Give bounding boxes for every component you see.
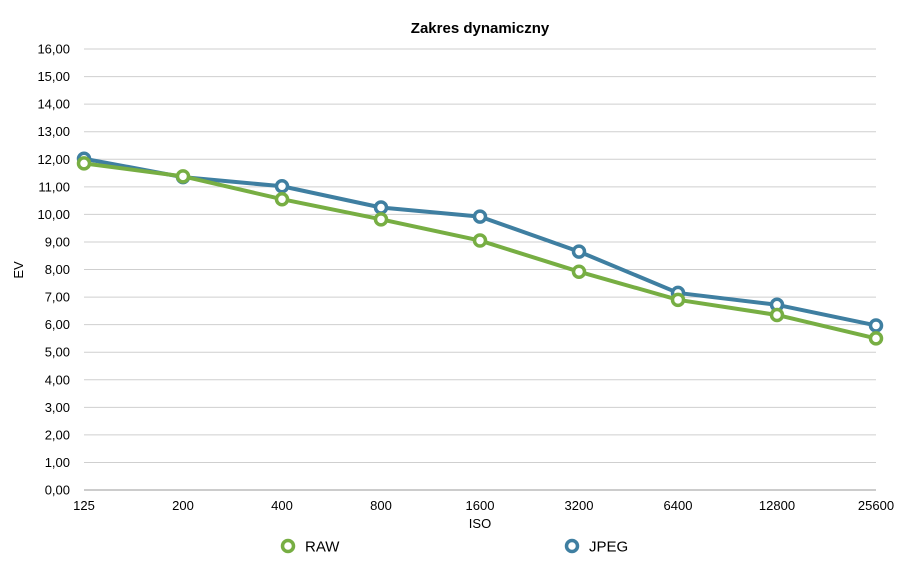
y-tick-label: 1,00 (45, 455, 70, 470)
data-point-raw (373, 212, 389, 227)
data-point-raw (472, 233, 488, 248)
legend: RAW JPEG (280, 538, 628, 556)
x-tick-label: 12800 (759, 498, 795, 513)
y-tick-label: 5,00 (45, 345, 70, 360)
y-tick-label: 6,00 (45, 317, 70, 332)
x-tick-label: 1600 (466, 498, 495, 513)
x-tick-label: 3200 (565, 498, 594, 513)
y-tick-label: 11,00 (38, 179, 70, 194)
series-line-raw (82, 161, 878, 341)
x-tick-label: 6400 (664, 498, 693, 513)
x-tick-label: 800 (370, 498, 392, 513)
x-tick-label: 200 (172, 498, 194, 513)
y-axis-title: EV (11, 261, 26, 279)
data-point-jpeg (373, 200, 389, 215)
y-tick-label: 16,00 (37, 42, 70, 57)
y-tick-label: 7,00 (45, 290, 70, 305)
chart-title: Zakres dynamiczny (411, 20, 550, 37)
data-point-jpeg (868, 318, 884, 333)
x-tick-label: 400 (271, 498, 293, 513)
legend-item-jpeg: JPEG (564, 538, 628, 556)
data-point-raw (274, 191, 290, 207)
y-tick-label: 2,00 (45, 427, 70, 442)
x-axis-ticks: 125 200 400 800 1600 3200 6400 12800 25600 (73, 498, 894, 513)
data-point-raw (868, 331, 884, 346)
data-point-raw (571, 264, 587, 279)
y-tick-label: 13,00 (37, 124, 70, 139)
data-point-raw (175, 169, 191, 184)
y-tick-label: 14,00 (37, 97, 70, 112)
legend-label: JPEG (589, 539, 628, 556)
x-axis-title: ISO (469, 516, 491, 531)
legend-label: RAW (305, 539, 340, 556)
data-point-raw (670, 292, 686, 308)
legend-marker (564, 538, 580, 554)
y-tick-label: 12,00 (37, 152, 70, 167)
y-axis-ticks: 0,00 1,00 2,00 3,00 4,00 5,00 6,00 7,00 8,00 9,00… (37, 42, 70, 498)
y-tick-label: 0,00 (45, 483, 70, 498)
legend-item-raw: RAW (280, 538, 340, 556)
data-point-raw (769, 307, 785, 323)
y-tick-label: 9,00 (45, 234, 70, 249)
y-tick-label: 15,00 (37, 69, 70, 84)
series-lines (76, 151, 884, 346)
y-tick-label: 3,00 (45, 400, 70, 415)
data-point-jpeg (571, 244, 587, 259)
x-tick-label: 125 (73, 498, 95, 513)
data-point-raw (76, 156, 92, 171)
data-point-jpeg (274, 179, 290, 194)
y-tick-label: 8,00 (45, 262, 70, 277)
legend-marker (280, 538, 296, 554)
x-tick-label: 25600 (858, 498, 894, 513)
data-point-jpeg (472, 209, 488, 224)
y-tick-label: 10,00 (37, 207, 70, 222)
gridlines (84, 48, 876, 491)
y-tick-label: 4,00 (45, 372, 70, 387)
